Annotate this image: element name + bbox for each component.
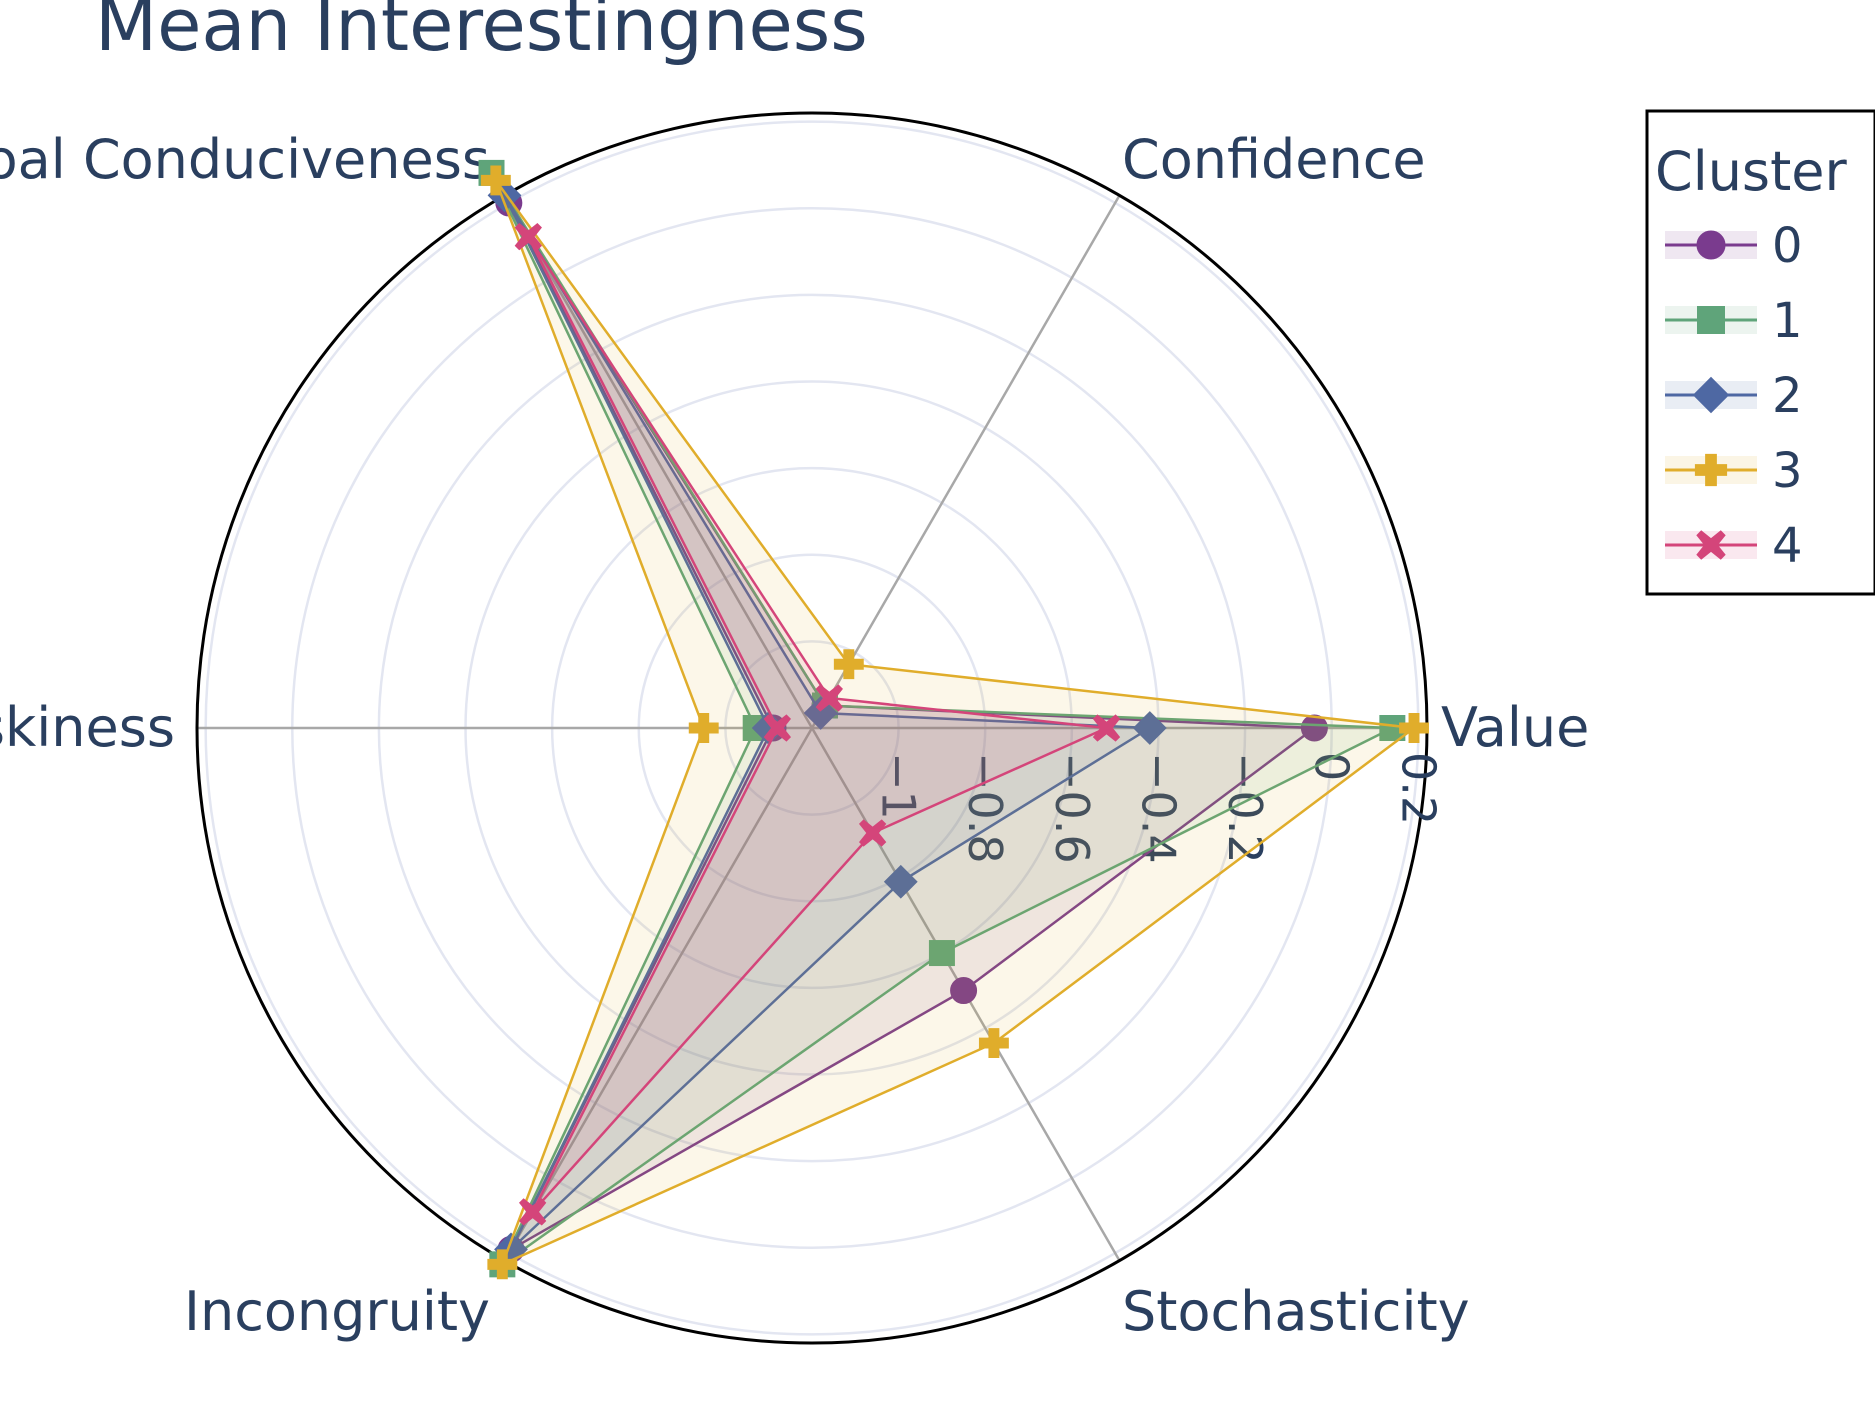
data-point [928,940,955,967]
legend-item-4: 4 [1665,518,1803,574]
data-point [1300,714,1328,742]
series-fill [508,202,1315,1250]
data-point [950,977,978,1005]
data-point [514,223,542,251]
data-point [751,711,786,745]
data-point [1694,453,1728,487]
data-point [480,165,511,196]
legend-item-3: 3 [1665,443,1803,499]
legend-label: 3 [1772,443,1803,499]
data-point [815,684,843,712]
data-point [978,1028,1009,1059]
radial-tick-label: −0.8 [958,752,1012,864]
angular-tick-label: Riskiness [0,696,175,759]
legend: Cluster 0 1 2 3 4 [1645,109,1875,596]
data-point [1092,714,1121,742]
angular-tick-label: Incongruity [184,1280,490,1343]
legend-item-2: 2 [1665,368,1803,424]
angular-tick-label: Confidence [1122,128,1426,191]
data-point [494,1232,528,1267]
legend-label: 0 [1772,218,1803,274]
data-point [1692,376,1730,414]
angular-axis-line [810,194,1121,729]
angular-tick-label: Stochasticity [1122,1280,1470,1343]
data-point [487,1249,518,1280]
angular-tick-label: Goal Conduciveness [0,128,490,191]
plot-area: −1−0.8−0.6−0.4−0.200.2ValueConfidenceGoa… [0,111,1589,1345]
data-point [858,819,887,847]
legend-label: 4 [1772,518,1803,574]
series-fill [528,236,1107,1212]
series-4 [514,223,1121,1226]
radial-tick-label: 0.2 [1391,752,1445,825]
angular-axis-line [503,194,814,729]
data-point [833,649,864,680]
series-3 [480,165,1429,1280]
legend-label: 2 [1772,368,1803,424]
data-point [1132,711,1167,745]
data-point [688,713,719,743]
legend-label: 1 [1772,293,1803,349]
data-point [883,864,918,899]
radial-tick-label: −1 [872,752,926,820]
data-point [1696,230,1726,260]
chart-title: Mean Interestingness [95,0,868,67]
data-point [1697,306,1725,334]
legend-item-1: 1 [1665,293,1803,349]
legend-box [1645,109,1875,596]
legend-items: 0 1 2 3 4 [1665,218,1803,574]
angular-tick-label: Value [1441,696,1589,759]
data-point [1696,530,1726,560]
radial-tick-label: −0.6 [1045,752,1099,864]
data-point [803,696,838,730]
series-fill [495,180,1414,1265]
data-point [1399,713,1429,743]
radial-tick-label: −0.2 [1218,752,1272,864]
legend-title: Cluster [1655,140,1847,203]
series-2 [487,178,1167,1267]
data-point [519,1198,547,1226]
legend-item-0: 0 [1665,218,1803,274]
angular-axis-line [503,727,814,1262]
data-point [763,714,792,742]
